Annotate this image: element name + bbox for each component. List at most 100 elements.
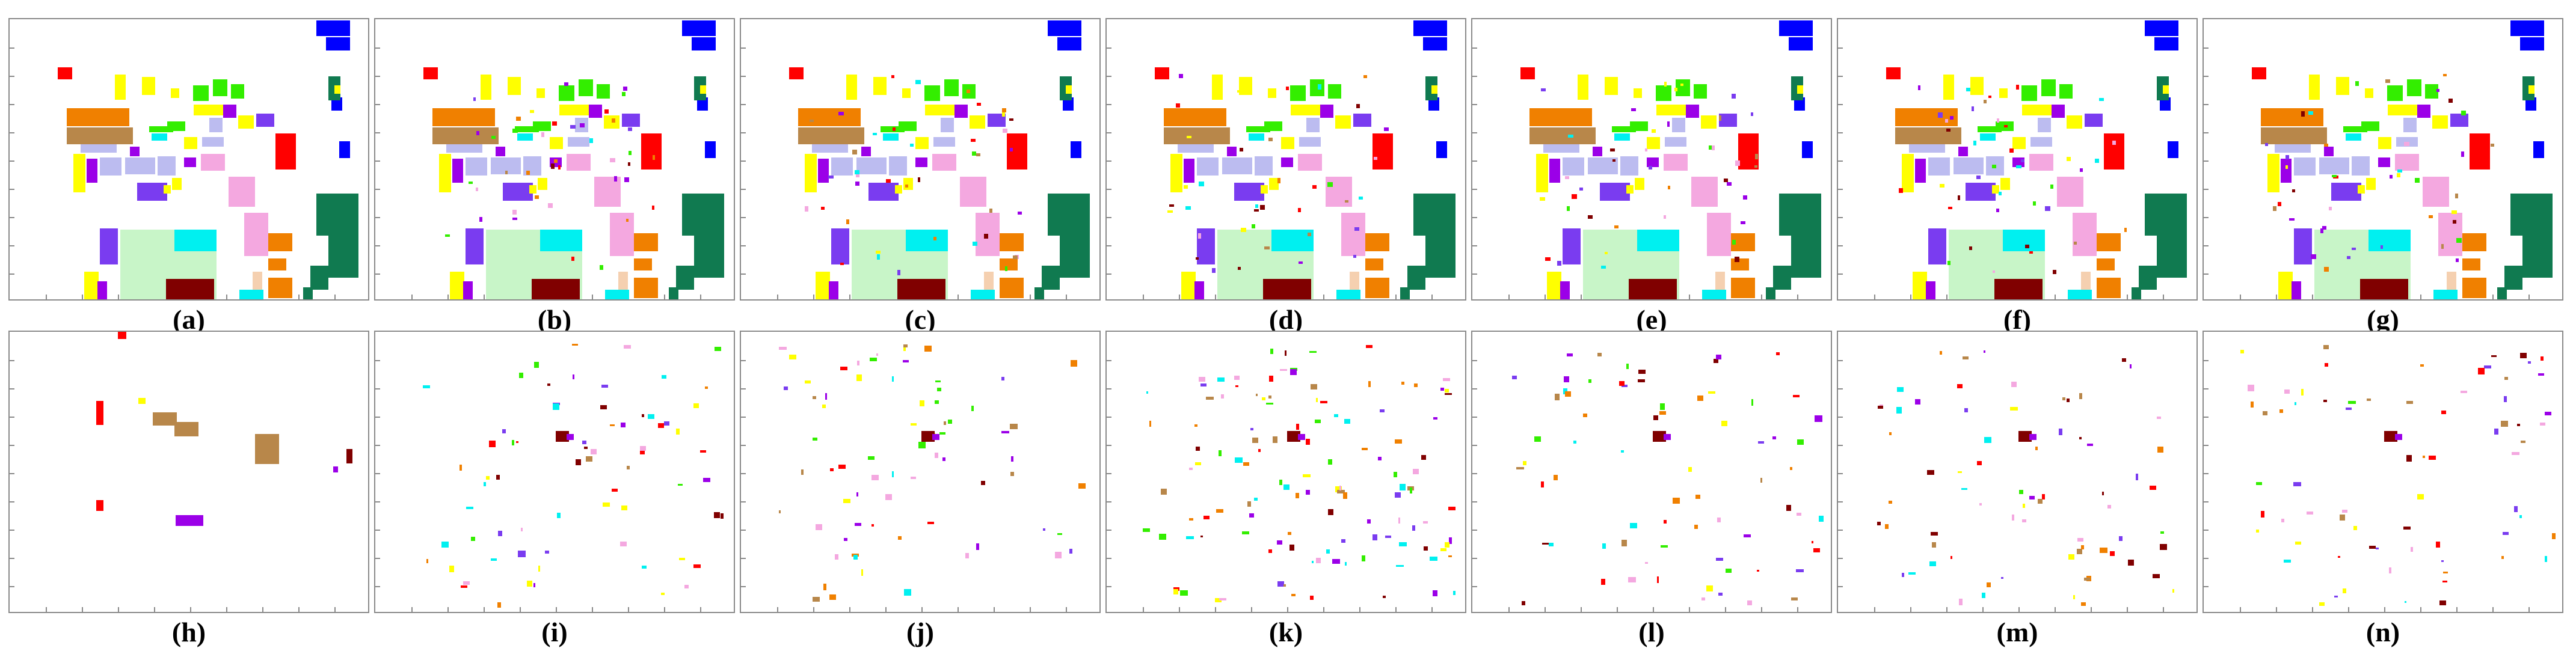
class-region-orange (1413, 383, 1418, 387)
class-region-pink (610, 158, 615, 163)
class-region-green (1732, 240, 1736, 245)
class-region-yellow (1688, 466, 1692, 472)
classification-map (1471, 18, 1832, 301)
class-region-violet (2331, 183, 2361, 201)
class-region-pink (244, 213, 268, 256)
class-region-violet (1200, 383, 1207, 386)
axis-tick (741, 47, 746, 49)
axis-tick (1838, 189, 1843, 190)
class-region-red (58, 67, 72, 79)
class-region-green (678, 483, 683, 486)
class-region-purple (620, 422, 626, 427)
axis-tick (484, 607, 485, 612)
class-region-dark_green (1766, 287, 1775, 299)
class-region-green (971, 151, 977, 156)
class-region-cyan (1399, 484, 1406, 491)
class-region-dark_green (2497, 287, 2507, 299)
axis-tick (375, 530, 380, 531)
class-region-orange (2097, 233, 2121, 251)
class-region-purple (567, 434, 574, 440)
axis-tick (375, 189, 380, 190)
class-region-purple (1560, 281, 1570, 299)
class-region-yellow (846, 75, 857, 100)
class-region-yellow (449, 566, 454, 572)
axis-tick (154, 607, 155, 612)
axis-tick (741, 417, 746, 418)
class-region-purple (1715, 354, 1721, 360)
axis-tick (958, 607, 959, 612)
class-region-purple (856, 492, 859, 496)
axis-tick (2204, 104, 2209, 105)
axis-tick (1107, 417, 1111, 418)
class-region-violet (498, 530, 503, 536)
axis-tick (10, 388, 14, 389)
class-region-violet (2021, 159, 2025, 162)
class-region-violet (2528, 361, 2531, 364)
class-region-yellow (2295, 541, 2301, 545)
class-region-green (2021, 85, 2037, 101)
class-region-dark_green (1791, 236, 1821, 278)
axis-tick (1066, 295, 1067, 299)
class-region-green (518, 372, 524, 379)
class-region-red (1296, 423, 1299, 430)
class-region-pink (1701, 597, 1706, 601)
axis-tick (741, 445, 746, 446)
axis-tick (741, 586, 746, 587)
panel-label: (c) (905, 304, 936, 335)
class-region-pink (1315, 557, 1321, 564)
class-region-cyan (1235, 457, 1243, 463)
axis-tick (2312, 607, 2313, 612)
class-region-purple (130, 147, 140, 156)
class-region-yellow (1183, 185, 1188, 189)
class-region-cyan (2016, 165, 2021, 168)
class-region-yellow (679, 557, 685, 560)
class-region-red (1306, 438, 1311, 445)
class-region-cyan (1620, 450, 1624, 453)
class-region-purple (844, 538, 847, 542)
class-region-green (621, 91, 626, 96)
class-region-red (2150, 485, 2157, 490)
class-region-yellow (1195, 462, 1201, 465)
class-region-cyan (1637, 230, 1679, 251)
class-region-purple (2324, 147, 2334, 156)
class-region-orange (823, 584, 827, 590)
class-region-lavender (125, 157, 155, 174)
class-region-lavender (1620, 156, 1638, 176)
class-region-pink (871, 474, 879, 481)
class-region-cyan (2369, 230, 2411, 251)
class-region-red (552, 121, 557, 126)
class-region-violet (2136, 474, 2138, 480)
class-region-yellow (822, 404, 826, 409)
class-region-cyan (2098, 97, 2104, 101)
class-region-violet (1579, 188, 1583, 191)
axis-tick (741, 530, 746, 531)
class-region-pink (1645, 561, 1649, 564)
class-region-orange (1365, 233, 1389, 251)
class-region-red (1285, 86, 1289, 90)
axis-tick (10, 530, 14, 531)
axis-tick (1797, 607, 1798, 612)
class-region-blue (1048, 20, 1081, 36)
class-region-purple (818, 159, 829, 183)
class-region-tan (809, 120, 814, 123)
class-region-blue (1423, 37, 1447, 50)
class-region-yellow (1943, 75, 1954, 100)
class-region-orange (1694, 525, 1698, 530)
class-region-red (558, 165, 561, 170)
axis-tick (2204, 445, 2209, 446)
class-region-orange (1448, 555, 1452, 558)
class-region-purple (1194, 281, 1204, 299)
class-region-violet (100, 228, 118, 264)
class-region-red (2541, 356, 2544, 361)
class-region-lavender (1222, 157, 1252, 174)
class-region-violet (1621, 384, 1628, 388)
class-region-purple (184, 157, 196, 167)
class-region-violet (1250, 427, 1254, 431)
axis-tick (1359, 607, 1360, 612)
class-region-cyan (490, 558, 497, 561)
class-region-purple (2079, 168, 2083, 172)
class-region-orange (516, 117, 521, 121)
class-region-purple (1686, 105, 1699, 118)
class-region-orange (1000, 233, 1024, 251)
classification-map (1105, 18, 1466, 301)
